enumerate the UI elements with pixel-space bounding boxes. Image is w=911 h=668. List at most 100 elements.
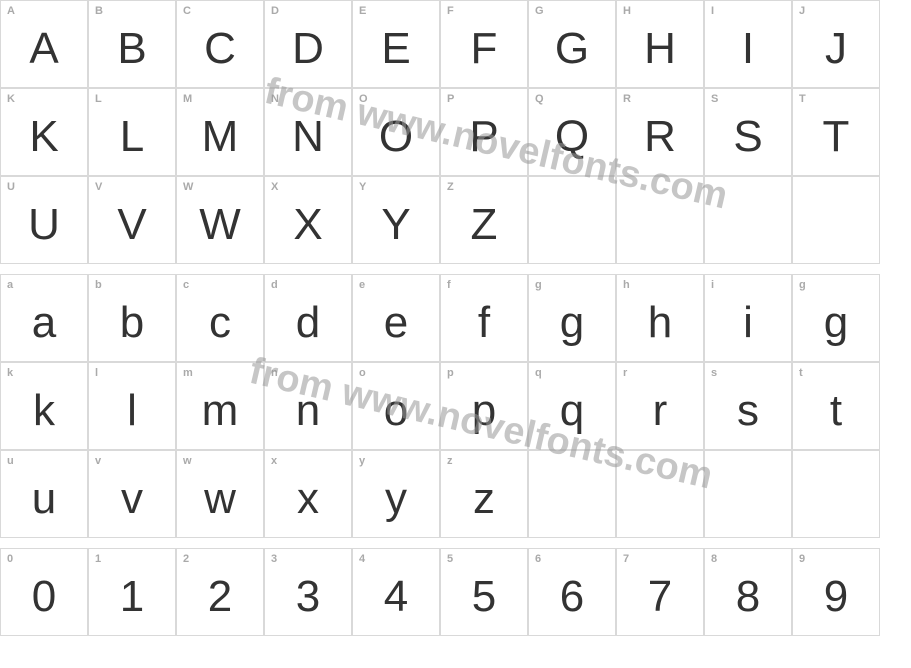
character-cell [704, 176, 792, 264]
character-label: u [7, 455, 14, 467]
character-label: m [183, 367, 193, 379]
character-cell: uu [0, 450, 88, 538]
character-glyph: u [32, 474, 56, 524]
character-glyph: h [648, 298, 672, 348]
character-glyph: O [379, 112, 413, 162]
character-label: R [623, 93, 631, 105]
character-label: a [7, 279, 13, 291]
character-glyph: Y [381, 200, 410, 250]
character-glyph: z [473, 474, 495, 524]
character-label: l [95, 367, 98, 379]
character-glyph: r [653, 386, 668, 436]
character-label: 5 [447, 553, 453, 565]
character-row-group: AABBCCDDEEFFGGHHIIJJKKLLMMNNOOPPQQRRSSTT… [0, 0, 911, 264]
character-cell: 77 [616, 548, 704, 636]
character-label: P [447, 93, 454, 105]
character-glyph: 0 [32, 572, 56, 622]
character-glyph: 5 [472, 572, 496, 622]
character-glyph: J [825, 24, 847, 74]
character-cell: TT [792, 88, 880, 176]
character-cell: UU [0, 176, 88, 264]
character-cell: ss [704, 362, 792, 450]
character-cell: RR [616, 88, 704, 176]
character-label: p [447, 367, 454, 379]
character-cell: 88 [704, 548, 792, 636]
character-cell: FF [440, 0, 528, 88]
character-glyph: I [742, 24, 754, 74]
character-glyph: 8 [736, 572, 760, 622]
character-glyph: e [384, 298, 408, 348]
character-label: d [271, 279, 278, 291]
character-cell: VV [88, 176, 176, 264]
character-label: B [95, 5, 103, 17]
character-label: r [623, 367, 627, 379]
character-label: C [183, 5, 191, 17]
character-cell: cc [176, 274, 264, 362]
character-glyph: 6 [560, 572, 584, 622]
character-glyph: 1 [120, 572, 144, 622]
character-cell: gg [528, 274, 616, 362]
character-label: g [535, 279, 542, 291]
character-glyph: q [560, 386, 584, 436]
character-cell: JJ [792, 0, 880, 88]
character-label: v [95, 455, 101, 467]
character-glyph: Z [471, 200, 498, 250]
character-label: t [799, 367, 803, 379]
character-cell: xx [264, 450, 352, 538]
character-cell: ee [352, 274, 440, 362]
character-glyph: v [121, 474, 143, 524]
character-cell: KK [0, 88, 88, 176]
character-glyph: w [204, 474, 236, 524]
character-cell: NN [264, 88, 352, 176]
character-cell: kk [0, 362, 88, 450]
character-cell: HH [616, 0, 704, 88]
character-label: z [447, 455, 453, 467]
character-glyph: l [127, 386, 137, 436]
character-glyph: E [381, 24, 410, 74]
character-label: U [7, 181, 15, 193]
font-character-map: AABBCCDDEEFFGGHHIIJJKKLLMMNNOOPPQQRRSSTT… [0, 0, 911, 636]
character-cell: ww [176, 450, 264, 538]
character-glyph: b [120, 298, 144, 348]
character-cell: OO [352, 88, 440, 176]
character-cell: dd [264, 274, 352, 362]
character-cell: vv [88, 450, 176, 538]
character-label: 1 [95, 553, 101, 565]
character-label: 0 [7, 553, 13, 565]
character-label: g [799, 279, 806, 291]
character-cell [616, 176, 704, 264]
character-label: y [359, 455, 365, 467]
character-cell: 00 [0, 548, 88, 636]
character-cell: 66 [528, 548, 616, 636]
character-cell: oo [352, 362, 440, 450]
character-glyph: N [292, 112, 324, 162]
character-label: A [7, 5, 15, 17]
character-label: N [271, 93, 279, 105]
character-glyph: x [297, 474, 319, 524]
character-glyph: P [469, 112, 498, 162]
character-row-group: aabbccddeeffgghhiiggkkllmmnnooppqqrrsstt… [0, 274, 911, 538]
character-label: Z [447, 181, 454, 193]
character-glyph: T [823, 112, 850, 162]
character-cell: DD [264, 0, 352, 88]
character-cell: rr [616, 362, 704, 450]
character-cell: GG [528, 0, 616, 88]
character-glyph: i [743, 298, 753, 348]
character-cell: MM [176, 88, 264, 176]
character-cell: qq [528, 362, 616, 450]
character-glyph: n [296, 386, 320, 436]
character-glyph: 7 [648, 572, 672, 622]
character-label: k [7, 367, 13, 379]
character-label: 2 [183, 553, 189, 565]
character-label: q [535, 367, 542, 379]
character-cell: CC [176, 0, 264, 88]
character-cell: 22 [176, 548, 264, 636]
character-cell: bb [88, 274, 176, 362]
character-glyph: c [209, 298, 231, 348]
character-glyph: m [202, 386, 239, 436]
character-cell: aa [0, 274, 88, 362]
character-cell: tt [792, 362, 880, 450]
character-cell: ll [88, 362, 176, 450]
character-glyph: X [293, 200, 322, 250]
character-label: H [623, 5, 631, 17]
